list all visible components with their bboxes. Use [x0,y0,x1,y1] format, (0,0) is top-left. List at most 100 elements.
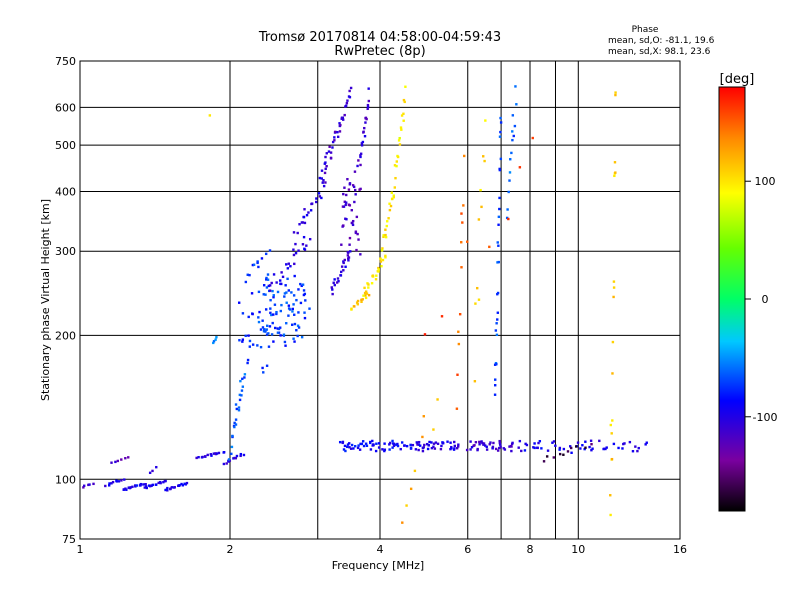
data-point [353,200,356,204]
data-point [351,184,355,187]
data-point [343,258,346,262]
data-point [494,378,497,381]
data-point [366,105,370,109]
data-point [124,487,127,490]
data-point [497,215,501,219]
data-point [244,280,248,284]
data-point [383,449,386,453]
data-point [497,223,500,226]
data-point [460,241,463,244]
data-point [281,275,285,279]
data-point [276,290,280,294]
data-point [214,452,217,455]
data-point [295,329,298,332]
data-point [247,315,250,319]
data-point [350,221,354,225]
data-point [268,284,272,287]
data-point [166,486,169,490]
data-point [455,447,459,450]
data-point [250,292,254,295]
data-point [614,91,617,94]
data-point [259,345,263,349]
x-tick-label: 8 [527,543,534,556]
data-point [336,130,339,134]
data-point [320,169,324,172]
data-point [279,334,282,337]
data-point [380,249,384,252]
data-point [488,245,491,249]
data-point [123,478,126,481]
data-point [347,259,350,262]
data-point [462,204,465,207]
data-point [294,242,297,246]
scatter-points [82,85,648,524]
data-point [344,203,347,207]
colorbar-tick-label: 0 [762,293,769,306]
data-point [369,441,372,445]
data-point [145,485,148,488]
data-point [237,409,241,412]
data-point [498,196,501,200]
data-point [346,99,349,102]
data-point [135,484,139,487]
data-point [235,454,239,458]
data-point [248,345,251,348]
data-point [637,446,640,450]
data-point [280,282,283,286]
data-point [272,313,275,316]
data-point [144,483,147,486]
data-point [145,486,148,490]
data-point [143,486,146,489]
data-point [382,234,385,237]
data-point [297,288,300,291]
data-point [457,445,460,448]
x-tick-label: 2 [227,543,234,556]
data-point [621,447,624,450]
data-point [180,482,183,486]
data-point [347,256,351,259]
data-point [496,311,500,314]
data-point [366,107,369,111]
data-point [379,257,382,260]
data-point [331,140,335,144]
data-point [609,513,612,517]
data-point [241,385,245,388]
data-point [380,265,383,268]
data-point [354,230,358,233]
data-point [405,444,409,448]
colorbar-tick-label: 100 [755,175,776,188]
data-point [383,448,387,451]
x-tick-label: 16 [673,543,687,556]
data-point [251,263,255,267]
data-point [308,307,311,310]
data-point [139,484,142,487]
data-point [82,486,85,489]
data-point [151,469,154,473]
data-point [331,288,334,291]
data-point [346,177,349,181]
data-point [391,197,394,201]
data-point [267,332,270,335]
data-point [366,103,370,107]
data-point [269,311,272,315]
data-point [345,193,348,197]
data-point [409,487,413,491]
data-point [230,445,234,449]
data-point [510,449,513,453]
data-point [215,336,218,339]
data-point [497,260,500,264]
data-point [301,283,305,286]
data-point [257,265,260,269]
data-point [590,443,593,446]
data-point [302,293,306,297]
data-point [293,313,296,316]
data-point [165,488,169,491]
data-point [360,300,363,304]
data-point [356,446,360,450]
data-point [545,455,549,458]
data-point [256,260,259,263]
data-point [251,312,254,316]
data-point [305,213,309,217]
data-point [446,440,449,443]
